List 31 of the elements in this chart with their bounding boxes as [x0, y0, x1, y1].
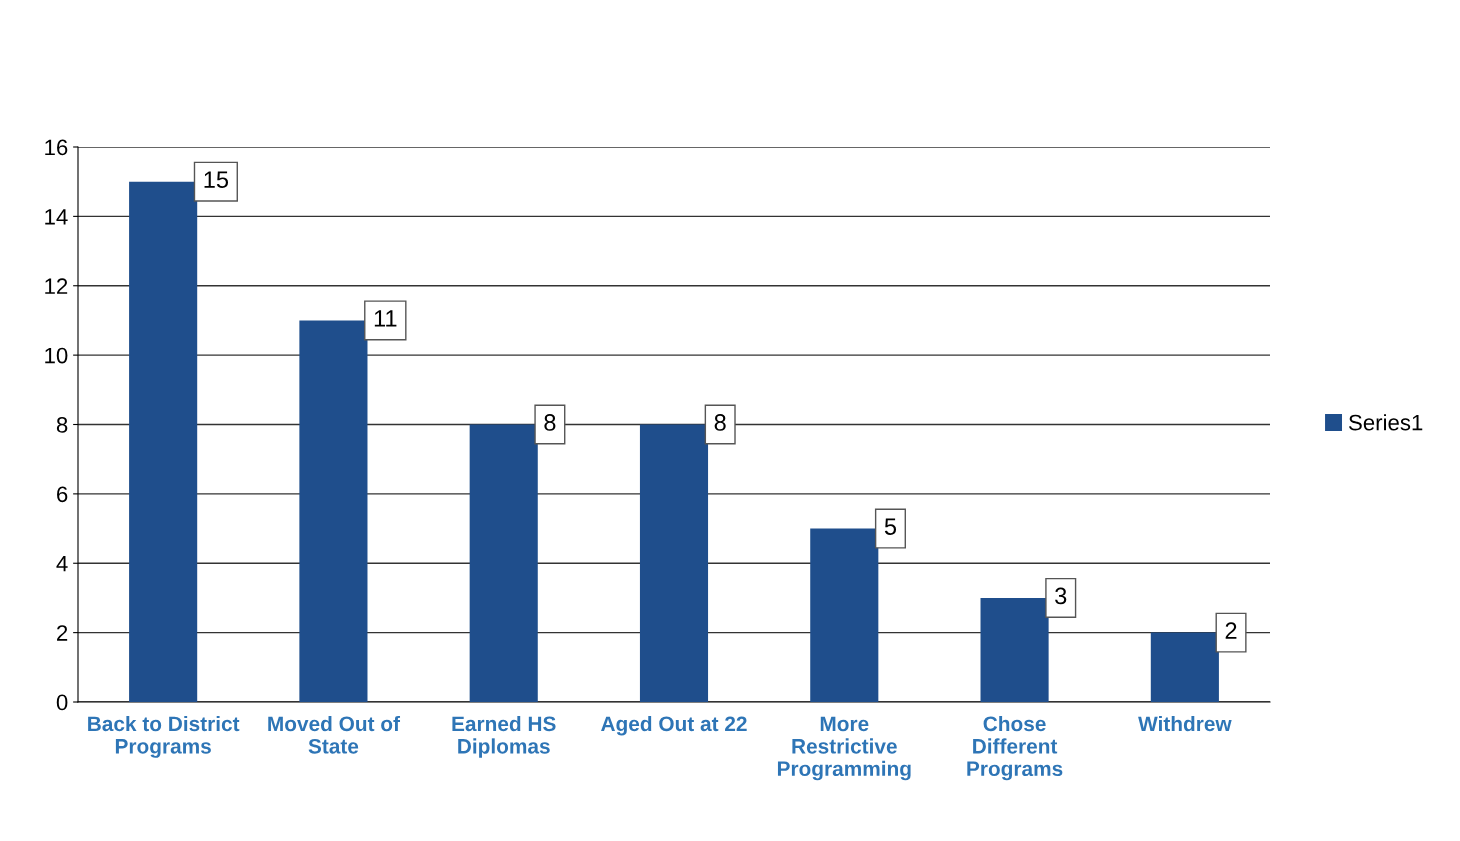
bar [639, 424, 709, 702]
bar [469, 424, 538, 702]
y-tick-label: 8 [56, 417, 68, 433]
x-tick-label: Aged Out at 22 [601, 715, 747, 736]
x-tick-label: Earned HS Diplomas [452, 715, 556, 758]
y-tick-label: 2 [57, 625, 68, 641]
data-label: 11 [374, 310, 397, 327]
legend-label: Series1 [1348, 414, 1423, 431]
x-tick-label: Back to District Programs [88, 715, 240, 758]
bar [129, 181, 198, 702]
data-label: 3 [1055, 587, 1067, 605]
data-label: 5 [884, 518, 897, 535]
y-tick-label: 16 [45, 139, 68, 156]
bar [810, 528, 879, 702]
bar [299, 320, 368, 702]
bar [1150, 632, 1219, 702]
y-tick-label: 12 [45, 278, 68, 294]
y-tick-label: 14 [45, 209, 68, 225]
data-label: 8 [714, 414, 726, 431]
y-tick-label: 10 [45, 347, 68, 364]
x-tick-label: Chose Different Programs [967, 715, 1063, 781]
bar [980, 597, 1049, 702]
data-label: 15 [204, 171, 229, 189]
data-label: 8 [544, 414, 556, 431]
x-tick-label: More Restrictive Programming [777, 716, 911, 781]
x-tick-label: Moved Out of State [268, 715, 401, 754]
x-tick-label: Withdrew [1138, 715, 1232, 732]
y-tick-label: 0 [56, 694, 68, 711]
y-tick-label: 6 [57, 486, 68, 503]
data-label: 2 [1225, 622, 1237, 639]
y-tick-label: 4 [56, 556, 68, 572]
